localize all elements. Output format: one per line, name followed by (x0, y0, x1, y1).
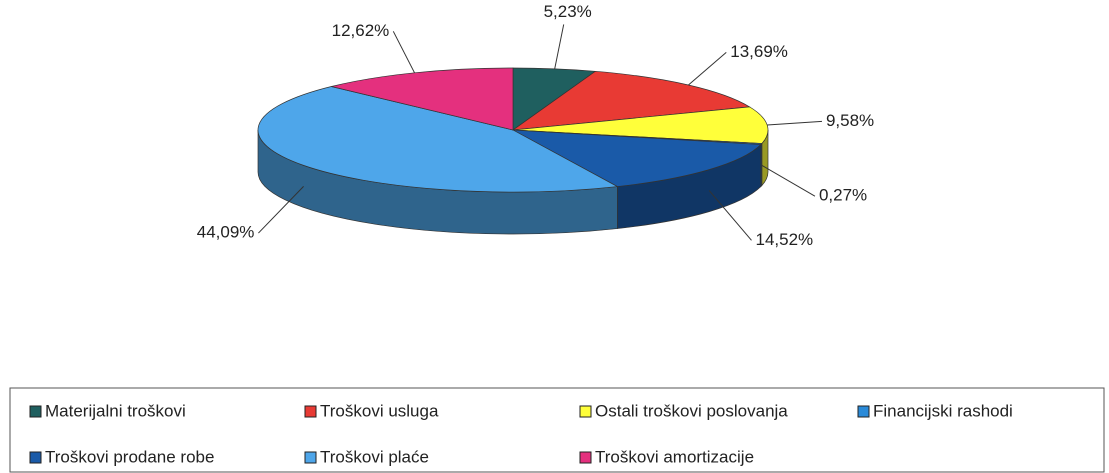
data-label: 0,27% (819, 186, 867, 205)
leader-line (258, 186, 304, 234)
slice (512, 106, 769, 144)
data-label: 5,23% (544, 2, 592, 21)
legend-swatch (304, 405, 317, 418)
legend-label: Financijski rashodi (873, 401, 1013, 420)
data-label: 14,52% (755, 230, 813, 249)
legend-swatch (857, 405, 870, 418)
legend-swatch (579, 451, 592, 464)
data-label: 12,62% (332, 21, 390, 40)
leader-line (554, 24, 565, 69)
slice (512, 129, 762, 187)
legend-swatch (304, 451, 317, 464)
slice (257, 86, 619, 193)
legend-swatch (29, 405, 42, 418)
slice (511, 70, 751, 131)
leader-line (688, 51, 727, 86)
legend-label: Troškovi usluga (320, 401, 439, 420)
legend-label: Troškovi prodane robe (45, 447, 214, 466)
legend-label: Troškovi amortizacije (595, 447, 754, 466)
legend-swatch (29, 451, 42, 464)
data-label: 44,09% (197, 223, 255, 242)
data-label: 9,58% (826, 111, 874, 130)
leader-line (392, 31, 415, 74)
legend-label: Ostali troškovi poslovanja (595, 401, 788, 420)
legend-box (9, 387, 1105, 473)
leader-line (767, 120, 823, 126)
legend-swatch (579, 405, 592, 418)
legend-label: Troškovi plaće (320, 447, 429, 466)
data-label: 13,69% (730, 42, 788, 61)
leader-line (708, 190, 752, 241)
leader-line (761, 164, 816, 197)
legend-label: Materijalni troškovi (45, 401, 186, 420)
